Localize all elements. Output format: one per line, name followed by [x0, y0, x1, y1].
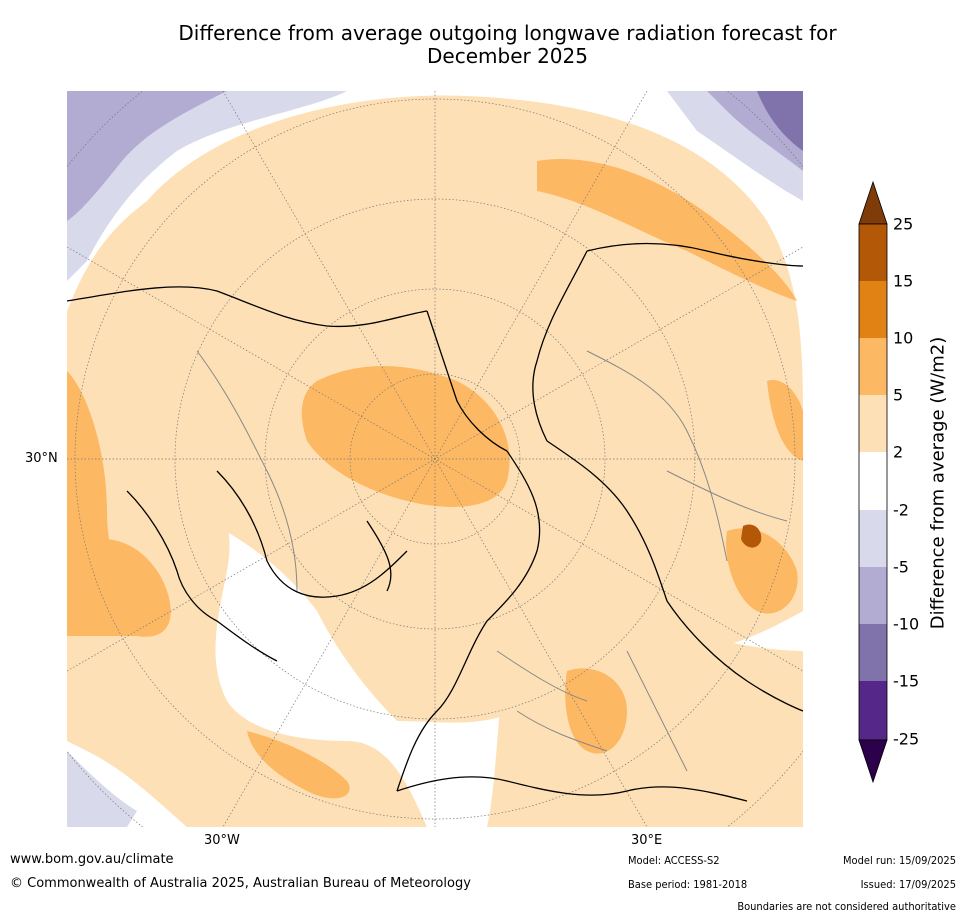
model-run-text: Model run: 15/09/2025 [843, 854, 956, 867]
colorbar-segment-neg2-neg5 [859, 510, 887, 567]
model-text: Model: ACCESS-S2 [628, 854, 720, 867]
colorbar-tick-6: -5 [893, 557, 909, 577]
anomaly-5to10-region-middle-east [565, 668, 627, 754]
anomaly-5to10-region-pacific-west [67, 371, 147, 636]
anomaly-neg5-region-nw [67, 91, 227, 221]
colorbar-tick-2: 10 [893, 328, 914, 348]
colorbar-title: Difference from average (W/m2) [927, 336, 949, 630]
anomaly-2to5-region-europe-asia [487, 617, 803, 827]
anomaly-neg10-region-ne [757, 91, 803, 151]
colorbar-segment-neutral [859, 452, 887, 510]
anomaly-2to5-region-pacific [67, 351, 427, 827]
anomaly-5to10-region-siberia [537, 159, 797, 301]
colorbar-extend-bottom [858, 739, 888, 784]
anomaly-neg2-region-sw [67, 751, 137, 827]
colorbar-segment-neg5-neg10 [859, 567, 887, 624]
title-line-1: Difference from average outgoing longwav… [178, 21, 837, 45]
anomaly-15to25-region-tibet [741, 524, 762, 548]
colorbar-segment-2-5 [859, 395, 887, 452]
colorbar-tick-3: 5 [893, 385, 904, 405]
map-panel [67, 91, 803, 827]
chart-title: Difference from average outgoing longwav… [100, 22, 915, 68]
colorbar [858, 180, 888, 784]
title-line-2: December 2025 [427, 44, 588, 68]
lon-label-30w: 30°W [204, 833, 240, 848]
colorbar-tick-1: 15 [893, 271, 914, 291]
colorbar-tick-0: 25 [893, 214, 914, 234]
coastlines [67, 242, 803, 802]
colorbar-segment-neg15-neg25 [859, 681, 887, 740]
colorbar-segment-15-25 [859, 224, 887, 281]
disclaimer-text: Boundaries are not considered authoritat… [737, 900, 956, 913]
copyright-text: © Commonwealth of Australia 2025, Austra… [10, 876, 471, 891]
colorbar-tick-8: -15 [893, 671, 920, 691]
anomaly-5to10-region-asia-east [726, 528, 798, 614]
issued-text: Issued: 17/09/2025 [860, 878, 956, 891]
base-period-text: Base period: 1981-2018 [628, 878, 748, 891]
graticule [67, 91, 803, 827]
polar-map [67, 91, 803, 827]
lat-label-30n: 30°N [25, 451, 58, 466]
country-boundaries [196, 350, 788, 772]
colorbar-segment-10-15 [859, 281, 887, 338]
colorbar-segment-5-10 [859, 338, 887, 395]
colorbar-tick-7: -10 [893, 614, 920, 634]
colorbar-tick-5: -2 [893, 500, 909, 520]
website-link[interactable]: www.bom.gov.au/climate [10, 852, 174, 867]
anomaly-5to10-region-pacific-mid [87, 539, 171, 637]
anomaly-5to10-region-north-america [247, 731, 350, 799]
anomaly-5to10-region-pacific-east [767, 380, 803, 461]
colorbar-segment-neg10-neg15 [859, 624, 887, 681]
colorbar-extend-top [858, 180, 888, 225]
colorbar-tick-9: -25 [893, 729, 920, 749]
colorbar-tick-4: 2 [893, 442, 904, 462]
lon-label-30e: 30°E [631, 833, 663, 848]
